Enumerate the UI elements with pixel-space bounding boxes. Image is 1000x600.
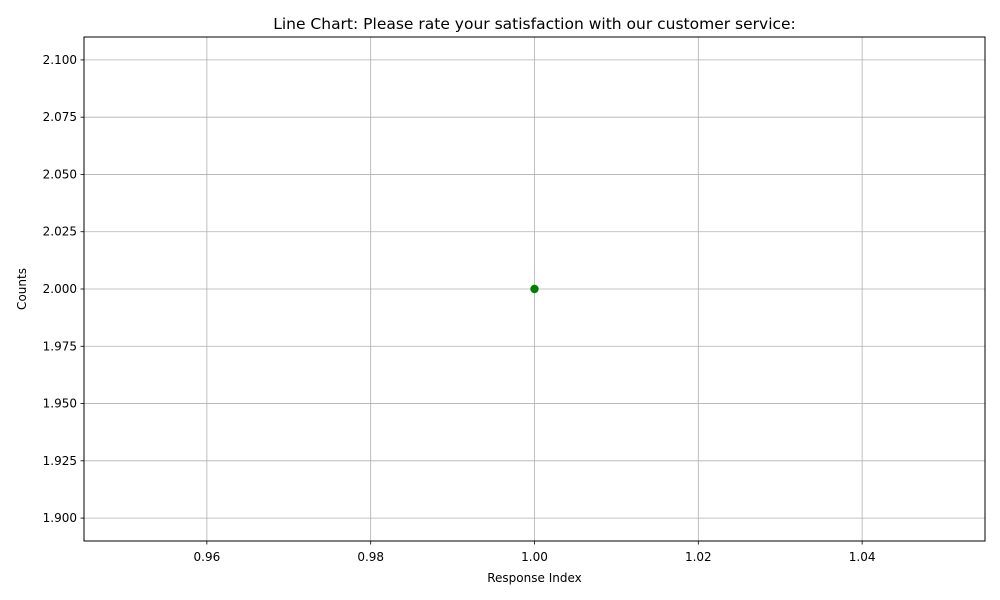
y-tick-label: 2.075 [43,110,77,124]
x-axis-ticks: 0.96 0.98 1.00 1.02 1.04 [194,541,876,564]
x-tick-label: 1.02 [685,550,712,564]
data-point [530,284,539,294]
y-tick-label: 2.025 [43,225,77,239]
x-tick-label: 0.96 [194,550,221,564]
x-tick-label: 0.98 [357,550,384,564]
y-tick-label: 2.100 [43,53,77,67]
x-tick-label: 1.04 [849,550,876,564]
y-axis-label: Counts [15,268,29,310]
grid-lines [84,37,985,541]
y-tick-label: 1.925 [43,454,77,468]
y-tick-label: 1.900 [43,511,77,525]
x-axis-label: Response Index [487,571,581,585]
series-layer [530,284,539,294]
y-tick-label: 1.975 [43,339,77,353]
x-tick-label: 1.00 [521,550,548,564]
y-axis-ticks: 1.900 1.925 1.950 1.975 2.000 2.025 2.050 2.075… [43,53,84,525]
y-tick-label: 2.050 [43,167,77,181]
y-tick-label: 2.000 [43,282,77,296]
y-tick-label: 1.950 [43,397,77,411]
chart-title: Line Chart: Please rate your satisfactio… [273,15,796,33]
